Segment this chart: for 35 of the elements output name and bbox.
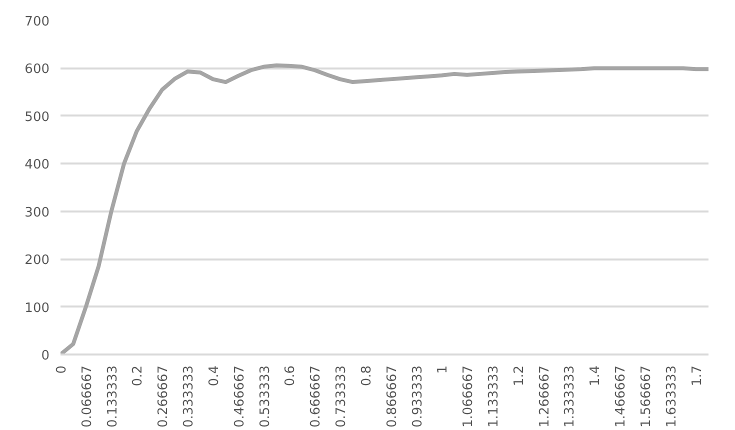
- x-tick-label: 0.4: [206, 365, 222, 386]
- y-tick-label: 600: [24, 62, 50, 78]
- x-tick-label: 1.566667: [638, 366, 654, 428]
- x-tick-label: 1.066667: [461, 366, 476, 428]
- x-tick-label: 0.8: [359, 365, 374, 386]
- y-tick-label: 400: [24, 158, 50, 173]
- x-tick-label: 0.866667: [384, 366, 400, 428]
- y-tick-label: 100: [24, 300, 50, 316]
- x-tick-label: 0.533333: [258, 366, 273, 428]
- x-tick-label: 0.466667: [232, 366, 248, 428]
- x-tick-label: 0.333333: [182, 366, 197, 428]
- x-tick-label: 0.666667: [308, 366, 324, 428]
- x-tick-label: 0: [54, 365, 70, 374]
- x-tick-label: 0.066667: [80, 366, 95, 428]
- x-tick-label: 0.933333: [410, 366, 426, 428]
- x-tick-label: 1.2: [512, 365, 527, 386]
- x-tick-label: 1.133333: [486, 366, 502, 428]
- x-tick-label: 1.4: [588, 365, 604, 386]
- y-tick-label: 0: [41, 348, 50, 364]
- y-tick-label: 500: [24, 110, 50, 125]
- y-tick-label: 300: [24, 205, 50, 220]
- x-tick-label: 1.266667: [537, 366, 552, 428]
- x-tick-label: 0.133333: [105, 366, 120, 428]
- x-tick-label: 1.7: [690, 365, 705, 386]
- x-tick-label: 0.733333: [334, 366, 350, 428]
- y-tick-label: 700: [24, 14, 50, 30]
- x-tick-label: 1: [436, 365, 451, 374]
- y-tick-label: 200: [24, 253, 50, 268]
- x-tick-label: 1.633333: [664, 366, 680, 428]
- line-series: [60, 63, 708, 354]
- x-tick-label: 0.266667: [156, 366, 172, 428]
- x-tick-label: 1.333333: [562, 366, 578, 428]
- x-tick-label: 1.466667: [614, 366, 629, 428]
- x-tick-label: 0.2: [130, 365, 146, 386]
- x-tick-label: 0.6: [283, 365, 298, 386]
